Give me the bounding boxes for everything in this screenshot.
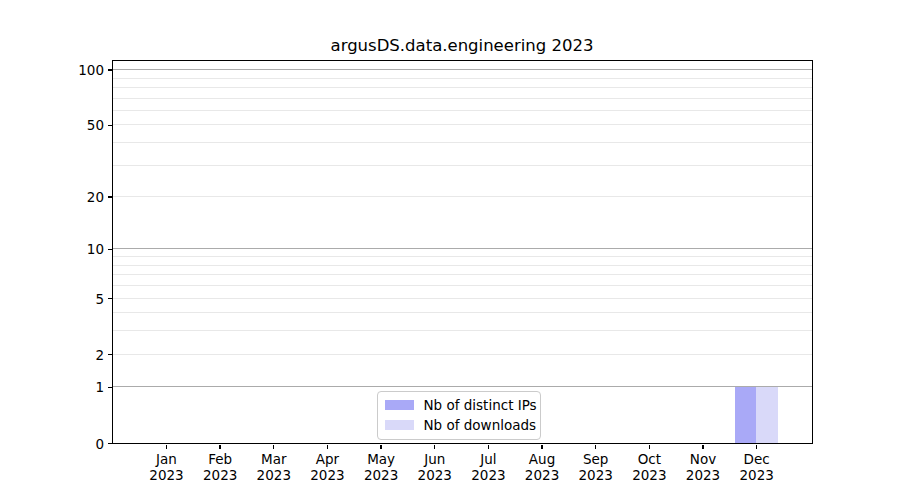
x-tick-mark: [649, 445, 650, 449]
x-tick-mark: [541, 445, 542, 449]
x-tick-year: 2023: [717, 468, 797, 484]
minor-gridline: [113, 196, 812, 197]
major-gridline: [113, 386, 812, 387]
y-tick-label: 50: [0, 116, 104, 134]
y-tick-label: 20: [0, 188, 104, 206]
minor-gridline: [113, 354, 812, 355]
plot-area: Nb of distinct IPsNb of downloads: [112, 60, 813, 445]
legend-label: Nb of distinct IPs: [424, 397, 537, 413]
minor-gridline: [113, 298, 812, 299]
y-tick-label: 5: [0, 290, 104, 308]
x-tick-mark: [756, 445, 757, 449]
x-tick-month: Dec: [717, 452, 797, 468]
y-tick-mark: [108, 125, 112, 126]
x-tick-mark: [380, 445, 381, 449]
x-tick-mark: [595, 445, 596, 449]
minor-gridline: [113, 124, 812, 125]
minor-gridline: [113, 165, 812, 166]
minor-gridline: [113, 98, 812, 99]
x-tick-mark: [166, 445, 167, 449]
y-tick-mark: [108, 69, 112, 70]
bar-nb-of-downloads: [756, 387, 777, 443]
y-tick-label: 1: [0, 378, 104, 396]
legend-item: Nb of distinct IPs: [385, 396, 532, 415]
y-tick-mark: [108, 354, 112, 355]
legend-swatch: [385, 400, 414, 411]
x-tick-mark: [488, 445, 489, 449]
y-tick-label: 2: [0, 346, 104, 364]
x-tick-mark: [327, 445, 328, 449]
minor-gridline: [113, 256, 812, 257]
x-tick-mark: [219, 445, 220, 449]
minor-gridline: [113, 142, 812, 143]
y-tick-mark: [108, 387, 112, 388]
y-tick-mark: [108, 196, 112, 197]
minor-gridline: [113, 274, 812, 275]
minor-gridline: [113, 312, 812, 313]
legend-swatch: [385, 420, 414, 431]
minor-gridline: [113, 78, 812, 79]
y-tick-label: 0: [0, 435, 104, 453]
minor-gridline: [113, 285, 812, 286]
y-tick-mark: [108, 298, 112, 299]
legend: Nb of distinct IPsNb of downloads: [377, 391, 541, 440]
legend-label: Nb of downloads: [424, 417, 537, 433]
y-tick-mark: [108, 249, 112, 250]
y-tick-mark: [108, 443, 112, 444]
x-tick-mark: [702, 445, 703, 449]
chart-title: argusDS.data.engineering 2023: [111, 36, 813, 55]
minor-gridline: [113, 110, 812, 111]
x-tick-mark: [434, 445, 435, 449]
x-tick-mark: [273, 445, 274, 449]
minor-gridline: [113, 330, 812, 331]
legend-item: Nb of downloads: [385, 416, 532, 435]
major-gridline: [113, 69, 812, 70]
x-tick-label: Dec2023: [717, 452, 797, 483]
y-tick-label: 100: [0, 61, 104, 79]
y-tick-label: 10: [0, 240, 104, 258]
minor-gridline: [113, 87, 812, 88]
bar-nb-of-distinct-ips: [735, 387, 756, 443]
minor-gridline: [113, 265, 812, 266]
chart-figure: argusDS.data.engineering 2023 Nb of dist…: [0, 0, 900, 500]
major-gridline: [113, 248, 812, 249]
